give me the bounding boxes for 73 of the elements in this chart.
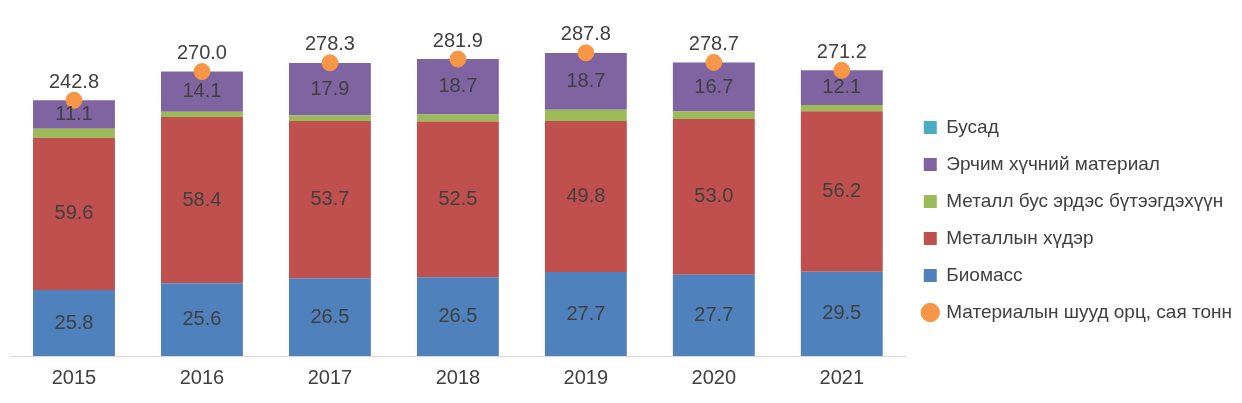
annotation: 58.4 xyxy=(182,187,222,210)
bar xyxy=(161,71,243,112)
bar xyxy=(672,274,755,356)
bar xyxy=(800,104,883,112)
annotation: 25.6 xyxy=(182,307,222,330)
annotation: 11.1 xyxy=(55,101,93,124)
legend-label: Металл бус эрдэс бүтээгдэхүүн xyxy=(946,189,1224,211)
x-tick-label: 2021 xyxy=(819,365,865,388)
annotation: 26.5 xyxy=(310,304,350,327)
legend-label: Материалын шууд орц, сая тонн xyxy=(946,300,1232,322)
annotation: 49.8 xyxy=(566,184,606,207)
point xyxy=(449,50,467,68)
legend-label: Бусад xyxy=(946,115,999,137)
annotation: 27.7 xyxy=(694,302,734,325)
bar xyxy=(800,70,883,105)
bar xyxy=(800,271,883,356)
x-tick-label: 2016 xyxy=(179,365,225,388)
bar xyxy=(33,128,115,138)
annotation: 53.7 xyxy=(310,187,350,210)
annotation: 52.5 xyxy=(438,186,478,209)
bar xyxy=(800,111,883,272)
annotation: 29.5 xyxy=(822,301,862,324)
bar xyxy=(544,52,627,110)
data-label: 281.9 xyxy=(432,28,483,51)
annotation: 18.7 xyxy=(566,68,606,91)
x-tick-label: 2020 xyxy=(691,365,737,388)
legend-label: Биомасс xyxy=(946,263,1023,285)
x-tick-label: 2019 xyxy=(563,365,609,388)
bar xyxy=(288,62,371,116)
annotation: 59.6 xyxy=(54,201,94,224)
bar xyxy=(161,111,243,118)
bar xyxy=(544,272,627,356)
point xyxy=(705,53,723,71)
bar xyxy=(288,115,371,121)
annotation: 53.0 xyxy=(694,184,734,207)
bar xyxy=(416,59,499,115)
data-label: 287.8 xyxy=(560,22,611,45)
annotation: 12.1 xyxy=(822,75,862,98)
annotation: 18.7 xyxy=(438,74,478,97)
point xyxy=(577,44,595,62)
point xyxy=(833,61,851,79)
x-tick-label: 2015 xyxy=(51,365,97,388)
data-label: 278.3 xyxy=(304,32,355,55)
legend-label: Металлын хүдэр xyxy=(946,226,1094,248)
annotation: 16.7 xyxy=(694,74,734,97)
bar xyxy=(544,121,627,273)
bar xyxy=(161,117,243,284)
bar xyxy=(672,111,755,120)
bar xyxy=(672,119,755,275)
bar xyxy=(288,121,371,279)
bar xyxy=(672,62,755,112)
data-label: 242.8 xyxy=(48,69,100,92)
bar xyxy=(161,283,243,356)
annotation: 26.5 xyxy=(438,304,478,327)
bar xyxy=(416,277,499,356)
annotation: 56.2 xyxy=(822,178,862,201)
bar xyxy=(33,137,115,291)
annotation: 25.8 xyxy=(54,310,94,333)
bar xyxy=(33,290,115,356)
point xyxy=(193,63,211,81)
data-label: 271.2 xyxy=(816,39,867,62)
annotation: 17.9 xyxy=(310,76,350,99)
annotation: 14.1 xyxy=(182,79,222,102)
bar xyxy=(544,109,627,122)
data-label: 278.7 xyxy=(688,31,739,54)
point xyxy=(321,54,339,72)
x-tick-label: 2017 xyxy=(307,365,353,388)
annotation: 27.7 xyxy=(566,301,606,324)
data-label: 270.0 xyxy=(176,41,227,64)
bar xyxy=(416,121,499,278)
x-tick-label: 2018 xyxy=(435,365,481,388)
legend-label: Эрчим хүчний материал xyxy=(946,152,1160,174)
bar xyxy=(288,278,371,356)
